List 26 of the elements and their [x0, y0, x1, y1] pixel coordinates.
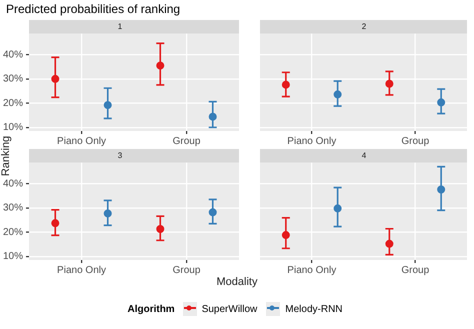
- legend-label: Melody-RNN: [285, 304, 343, 314]
- x-tick-label: Piano Only: [287, 136, 336, 147]
- legend-title: Algorithm: [127, 304, 175, 314]
- legend-label: SuperWillow: [202, 304, 258, 314]
- x-axis-title: Modality: [216, 276, 258, 288]
- x-tick-label: Piano Only: [287, 264, 336, 276]
- y-tick-label: 30%: [3, 202, 24, 214]
- text: Predicted probabilities of ranking: [6, 2, 180, 16]
- y-tick-label: 20%: [3, 226, 24, 238]
- x-tick-label: Group: [172, 136, 201, 147]
- chart-title: 1: [118, 22, 123, 32]
- chart-title: 4: [362, 151, 367, 160]
- y-tick-label: 10%: [3, 251, 24, 262]
- y-tick-label: 20%: [3, 98, 24, 109]
- x-tick-label: Group: [172, 264, 201, 276]
- y-tick-label: 40%: [3, 178, 24, 190]
- x-tick-label: Piano Only: [57, 264, 106, 276]
- chart-title: 3: [118, 151, 123, 160]
- y-tick-label: 40%: [3, 49, 24, 60]
- x-tick-label: Group: [401, 264, 430, 276]
- y-axis-title: Ranking: [0, 136, 12, 176]
- x-tick-label: Piano Only: [57, 136, 106, 147]
- y-tick-label: 30%: [3, 74, 24, 85]
- x-tick-label: Group: [401, 136, 430, 147]
- chart-title: 2: [362, 22, 367, 32]
- y-tick-label: 10%: [3, 122, 24, 134]
